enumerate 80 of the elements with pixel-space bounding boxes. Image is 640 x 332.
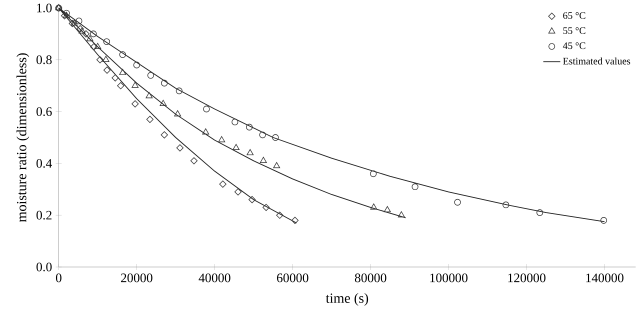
y-axis-title: moisture ratio (dimensionless) xyxy=(16,53,30,222)
point xyxy=(60,12,68,20)
y-tick-label: 0.8 xyxy=(36,55,52,64)
point xyxy=(112,74,119,82)
point xyxy=(132,82,139,88)
point xyxy=(102,56,110,62)
point xyxy=(133,62,140,68)
x-tick-label: 0 xyxy=(56,274,62,282)
x-tick-label: 20000 xyxy=(121,274,152,282)
point xyxy=(117,82,124,90)
point xyxy=(78,27,86,34)
point xyxy=(370,203,378,210)
x-tick-label: 100000 xyxy=(430,274,468,282)
y-tick-label: 1.0 xyxy=(37,4,52,12)
point xyxy=(146,92,153,98)
point xyxy=(146,116,154,123)
point xyxy=(70,20,78,26)
point xyxy=(132,100,139,108)
point xyxy=(68,20,76,28)
legend-label: 55 °C xyxy=(563,27,586,34)
point xyxy=(246,124,253,130)
point xyxy=(246,149,254,156)
point xyxy=(272,134,279,141)
point xyxy=(103,38,110,46)
point xyxy=(76,25,84,32)
point xyxy=(96,56,104,64)
point xyxy=(103,66,111,74)
point xyxy=(232,144,240,150)
point xyxy=(203,106,210,112)
point xyxy=(218,136,226,142)
point xyxy=(276,212,284,219)
point xyxy=(119,51,126,58)
point xyxy=(160,100,167,106)
point xyxy=(219,180,226,188)
y-tick-label: 0.2 xyxy=(36,210,52,220)
point xyxy=(147,72,154,79)
point xyxy=(161,80,168,86)
point xyxy=(398,211,405,218)
point xyxy=(176,144,184,152)
legend-label: 65 °C xyxy=(563,12,586,19)
x-tick-label: 140000 xyxy=(586,274,624,282)
point xyxy=(384,206,391,212)
point xyxy=(160,131,168,138)
point xyxy=(190,157,198,164)
point xyxy=(262,204,270,212)
point xyxy=(176,88,183,94)
point xyxy=(76,18,82,24)
point xyxy=(90,43,98,50)
point xyxy=(502,202,510,208)
point xyxy=(94,42,102,49)
point xyxy=(234,188,242,196)
point xyxy=(248,196,256,204)
point xyxy=(90,30,97,38)
y-tick-label: 0.4 xyxy=(36,159,52,168)
x-tick-label: 60000 xyxy=(276,274,308,282)
point xyxy=(412,183,418,190)
legend-label: Estimated values xyxy=(563,57,630,64)
point xyxy=(600,217,608,224)
point xyxy=(454,198,461,206)
point xyxy=(273,162,280,168)
point xyxy=(202,128,210,134)
point xyxy=(86,35,94,42)
y-tick-label: 0.6 xyxy=(36,107,52,116)
point xyxy=(259,132,266,138)
point xyxy=(536,209,544,216)
x-tick-label: 40000 xyxy=(198,274,230,282)
point xyxy=(232,118,238,126)
x-tick-label: 120000 xyxy=(508,274,546,282)
x-tick-label: 80000 xyxy=(354,274,386,282)
point xyxy=(63,10,70,17)
point xyxy=(370,170,377,178)
point xyxy=(63,12,70,18)
point xyxy=(174,110,182,116)
point xyxy=(260,156,267,163)
y-tick-label: 0.0 xyxy=(36,262,52,272)
point xyxy=(119,68,126,75)
point xyxy=(82,30,90,38)
x-axis-title: time (s) xyxy=(326,293,368,306)
point xyxy=(291,216,299,224)
legend-label: 45 °C xyxy=(562,42,586,50)
